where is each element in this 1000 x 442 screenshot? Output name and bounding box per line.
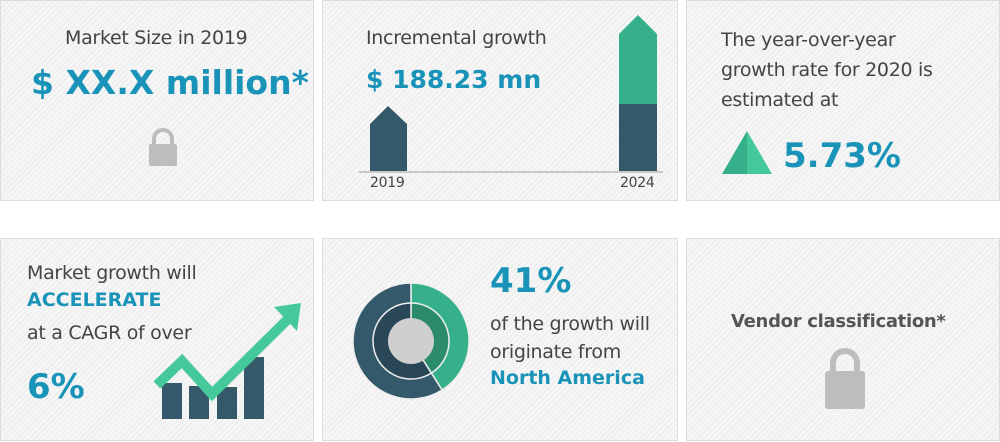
vendor-label: Vendor classification* (731, 311, 946, 332)
cagr-highlight: ACCELERATE (27, 289, 162, 311)
incremental-growth-bars (359, 15, 663, 173)
incremental-growth-value: $ 188.23 mn (366, 65, 542, 94)
region-share-value: 41% (490, 261, 572, 301)
lock-icon (149, 128, 177, 166)
incremental-growth-label: Incremental growth (366, 27, 547, 49)
region-share-donut (352, 282, 470, 400)
bar-2024-growth (619, 15, 657, 104)
yoy-label-line3: estimated at (721, 89, 839, 111)
year-start-label: 2019 (370, 175, 405, 191)
region-name: North America (490, 367, 645, 389)
bar-2019 (370, 106, 407, 171)
region-line2: originate from (490, 341, 621, 363)
market-size-label: Market Size in 2019 (65, 27, 248, 49)
cagr-line1: Market growth will (27, 262, 197, 284)
yoy-label-line2: growth rate for 2020 is (721, 59, 933, 81)
region-line1: of the growth will (490, 313, 650, 335)
cagr-line3: at a CAGR of over (27, 322, 192, 344)
region-card: 41% of the growth will originate from No… (322, 238, 678, 441)
donut-center (388, 318, 434, 364)
lock-icon (825, 348, 865, 409)
year-end-label: 2024 (620, 175, 655, 191)
market-size-card: Market Size in 2019 $ XX.X million* (0, 0, 314, 201)
yoy-growth-card: The year-over-year growth rate for 2020 … (686, 0, 1000, 201)
cagr-card: Market growth will ACCELERATE at a CAGR … (0, 238, 314, 441)
cagr-value: 6% (27, 367, 85, 407)
yoy-label-line1: The year-over-year (721, 29, 896, 51)
yoy-value: 5.73% (783, 136, 901, 176)
incremental-growth-card: Incremental growth $ 188.23 mn 2019 2024 (322, 0, 678, 201)
market-size-value: $ XX.X million* (31, 63, 309, 102)
triangle-up-icon (722, 131, 772, 174)
bar-2024-base (619, 104, 657, 171)
growth-chart-arrow-icon (153, 303, 301, 419)
vendor-card: Vendor classification* (686, 238, 1000, 441)
